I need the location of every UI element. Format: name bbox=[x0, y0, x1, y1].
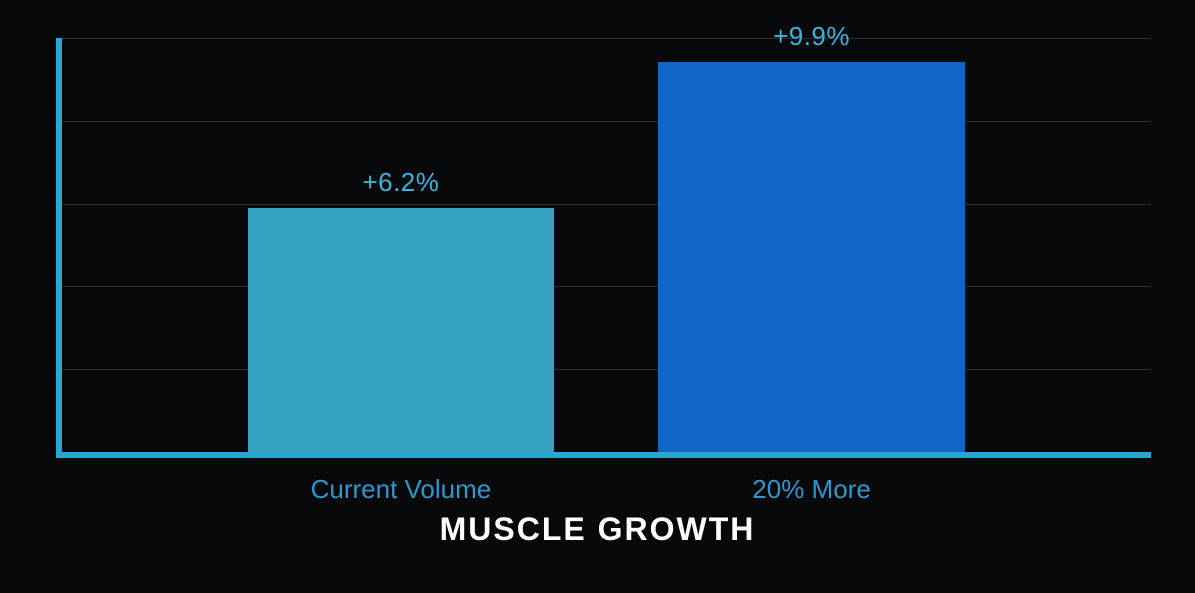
gridline bbox=[56, 369, 1151, 370]
category-label-0: Current Volume bbox=[248, 474, 555, 505]
category-label-1: 20% More bbox=[658, 474, 965, 505]
y-axis bbox=[56, 38, 62, 458]
gridline bbox=[56, 204, 1151, 205]
x-axis bbox=[56, 452, 1151, 458]
chart-title: MUSCLE GROWTH bbox=[0, 511, 1195, 548]
chart-stage: +6.2%+9.9% MUSCLE GROWTH Current Volume2… bbox=[0, 0, 1195, 593]
gridline bbox=[56, 286, 1151, 287]
plot-area: +6.2%+9.9% bbox=[56, 38, 1151, 452]
bar-0 bbox=[248, 208, 555, 452]
bar-1 bbox=[658, 62, 965, 452]
bar-value-label-0: +6.2% bbox=[248, 167, 555, 198]
bar-value-label-1: +9.9% bbox=[658, 21, 965, 52]
gridline bbox=[56, 38, 1151, 39]
gridline bbox=[56, 121, 1151, 122]
